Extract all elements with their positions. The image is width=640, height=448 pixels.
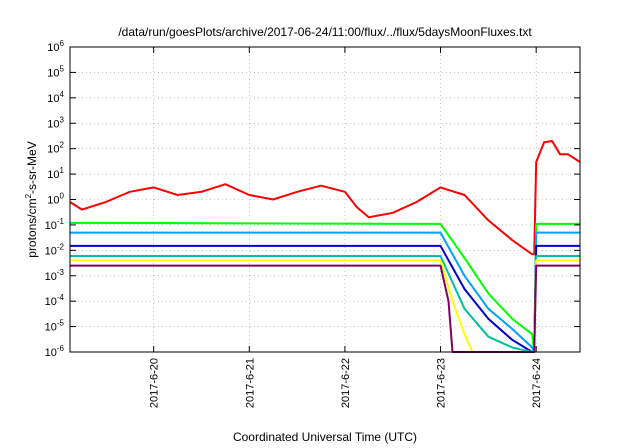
y-tick-label: 106 (47, 39, 64, 54)
x-tick-label: 2017-6-21 (244, 358, 256, 408)
y-tick-base: 10 (47, 67, 59, 79)
y-tick-base: 10 (47, 169, 59, 181)
y-tick-base: 10 (45, 220, 57, 232)
chart-title: /data/run/goesPlots/archive/2017-06-24/1… (118, 25, 532, 39)
y-tick-base: 10 (47, 118, 59, 130)
series-line-5 (70, 255, 580, 353)
y-tick-exponent: 1 (60, 166, 65, 175)
y-tick-label: 104 (47, 90, 64, 105)
x-tick-label: 2017-6-20 (149, 358, 161, 408)
x-tick-label: 2017-6-22 (340, 358, 352, 408)
y-tick-base: 10 (47, 144, 59, 156)
y-tick-exponent: -1 (57, 217, 65, 226)
y-tick-exponent: 4 (60, 90, 65, 99)
y-tick-label: 101 (47, 166, 64, 181)
y-tick-exponent: -3 (57, 268, 65, 277)
y-axis-label-sup: 2 (24, 193, 33, 198)
x-tick-label: 2017-6-23 (436, 358, 448, 408)
y-tick-base: 10 (45, 322, 57, 334)
y-tick-exponent: 2 (60, 141, 65, 150)
y-tick-label: 10-4 (45, 293, 65, 308)
y-tick-exponent: -6 (57, 344, 65, 353)
y-tick-label: 103 (47, 115, 64, 130)
y-tick-base: 10 (45, 245, 57, 257)
y-tick-exponent: 0 (60, 192, 65, 201)
y-tick-exponent: 6 (60, 39, 65, 48)
y-tick-exponent: -4 (57, 293, 65, 302)
y-tick-base: 10 (47, 93, 59, 105)
y-tick-base: 10 (47, 42, 59, 54)
x-tick-label: 2017-6-24 (531, 358, 543, 408)
x-axis-label: Coordinated Universal Time (UTC) (233, 430, 417, 444)
ticks: 10-610-510-410-310-210-11001011021031041… (45, 39, 580, 408)
y-axis-label-prefix: protons/cm (25, 198, 39, 257)
series-line-1 (69, 140, 581, 256)
y-tick-base: 10 (45, 271, 57, 283)
y-tick-label: 10-5 (45, 319, 65, 334)
y-tick-exponent: -2 (57, 242, 65, 251)
y-tick-exponent: 5 (60, 64, 65, 73)
y-tick-base: 10 (45, 347, 57, 359)
y-tick-base: 10 (45, 296, 57, 308)
y-tick-label: 10-3 (45, 268, 65, 283)
y-tick-label: 105 (47, 64, 64, 79)
grid (70, 47, 580, 352)
series-line-4 (70, 244, 580, 353)
y-tick-exponent: 3 (60, 115, 65, 124)
y-tick-label: 10-1 (45, 217, 65, 232)
y-tick-label: 100 (47, 192, 64, 207)
y-tick-label: 10-2 (45, 242, 65, 257)
y-tick-label: 10-6 (45, 344, 65, 359)
y-tick-base: 10 (47, 195, 59, 207)
y-axis-label-suffix: -s-sr-MeV (25, 141, 39, 194)
series-line-6 (70, 259, 580, 353)
y-axis-label: protons/cm2-s-sr-MeV (24, 141, 39, 257)
series-layer (69, 140, 581, 353)
y-tick-exponent: -5 (57, 319, 65, 328)
y-tick-label: 102 (47, 141, 64, 156)
